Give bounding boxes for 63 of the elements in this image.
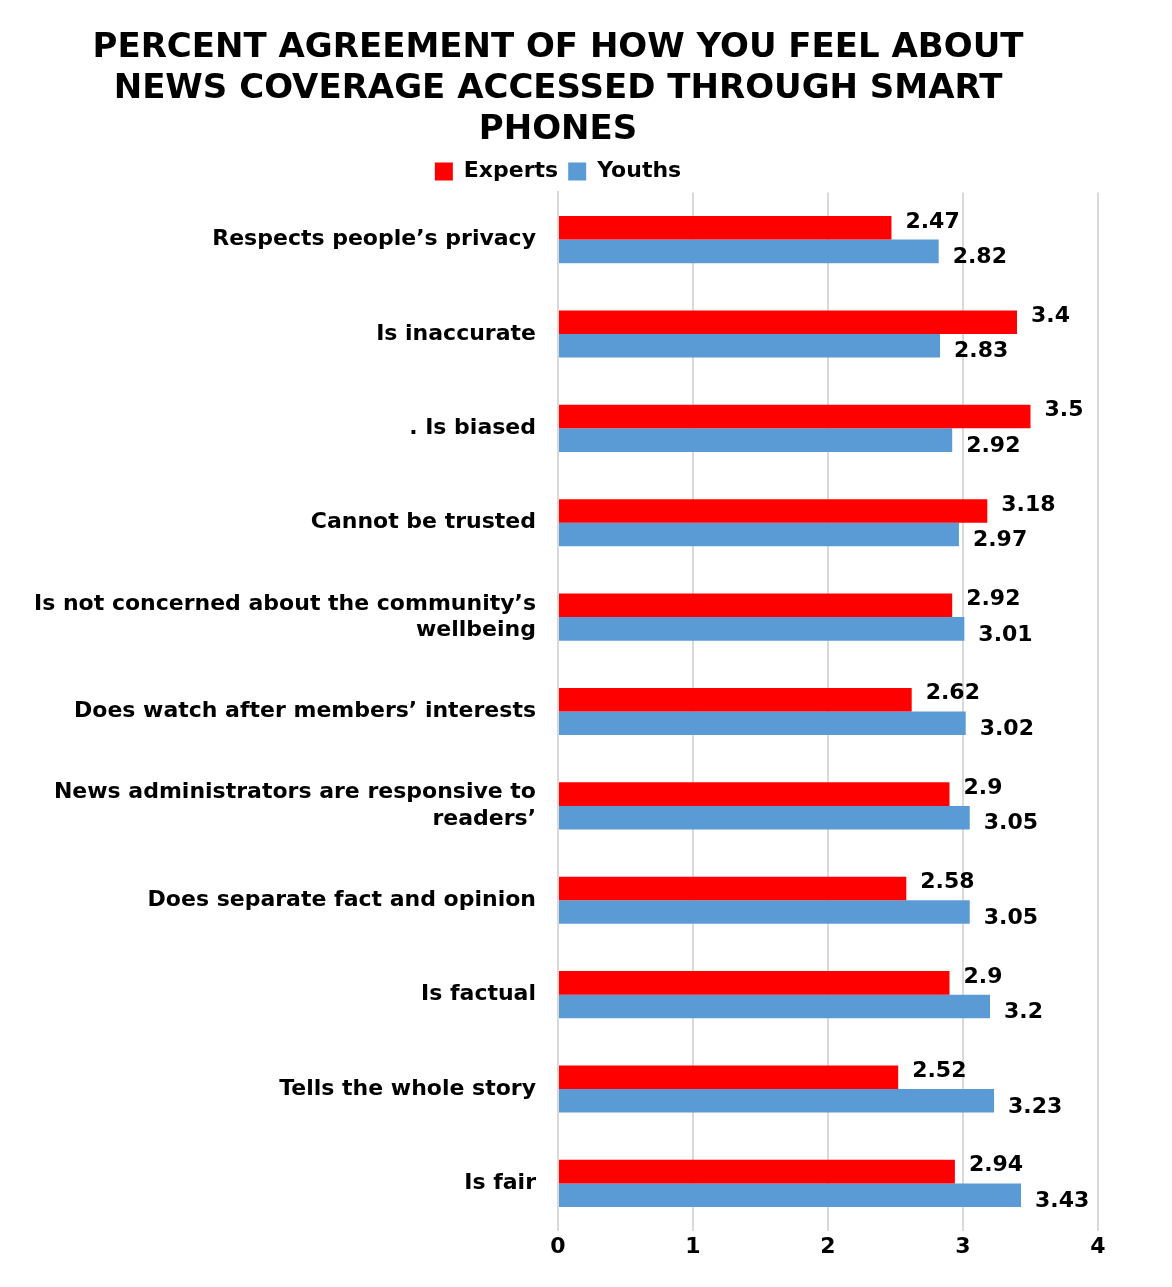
bar — [559, 1089, 995, 1113]
data-label: 2.83 — [954, 337, 1009, 363]
bar — [559, 522, 959, 547]
data-label: 3.01 — [978, 620, 1033, 646]
y-tick-label: Is fair — [464, 1169, 537, 1195]
data-label: 2.58 — [920, 868, 975, 894]
data-label: 2.97 — [972, 526, 1028, 552]
data-label: 2.62 — [925, 679, 980, 705]
bar — [559, 687, 912, 712]
bar — [559, 900, 970, 924]
data-label: 3.18 — [1001, 490, 1056, 516]
data-label: 3.05 — [983, 903, 1039, 929]
data-label: 2.92 — [966, 431, 1021, 457]
y-tick-label: Cannot be trusted — [310, 508, 536, 534]
y-tick-label: Does watch after members’ interests — [74, 697, 536, 723]
x-tick-label: 2 — [820, 1232, 836, 1258]
data-label: 3.2 — [1004, 998, 1043, 1024]
y-tick-label: News administrators are responsive to readers’ — [53, 778, 536, 830]
y-tick-label: . Is biased — [409, 414, 536, 440]
data-label: 3.05 — [983, 809, 1039, 835]
bar — [559, 1159, 955, 1184]
data-label: 2.9 — [963, 962, 1003, 988]
data-label: 2.47 — [905, 207, 960, 233]
bar — [559, 1065, 899, 1090]
y-tick-label: Is not concerned about the community’s wellbeing — [34, 589, 536, 642]
legend-label: Experts — [463, 157, 559, 183]
y-tick-label: Is factual — [421, 980, 536, 1006]
x-tick-label: 4 — [1090, 1232, 1106, 1258]
chart-title: PERCENT AGREEMENT OF HOW YOU FEEL ABOUT NEWS COVERAGE ACCESSED THROUGH SMART PHONES — [92, 25, 1025, 147]
y-tick-label: Does separate fact and opinion — [147, 885, 536, 911]
bar — [559, 404, 1031, 429]
bar — [559, 876, 907, 901]
bar — [559, 499, 988, 523]
bar — [559, 805, 970, 830]
legend-label: Youths — [596, 157, 682, 183]
data-label: 3.43 — [1035, 1186, 1090, 1212]
data-label: 2.92 — [966, 585, 1021, 611]
x-tick-label: 1 — [685, 1232, 701, 1258]
bar — [559, 971, 950, 995]
bar — [559, 994, 990, 1019]
bar — [559, 239, 939, 264]
y-tick-label: Is inaccurate — [376, 319, 536, 345]
y-tick-label: Respects people’s privacy — [212, 225, 536, 251]
x-tick-label: 0 — [550, 1232, 566, 1258]
bar — [559, 216, 892, 240]
bar — [559, 1183, 1022, 1208]
y-tick-label: Tells the whole story — [279, 1074, 536, 1100]
data-label: 3.5 — [1044, 396, 1084, 422]
data-label: 2.9 — [963, 773, 1003, 799]
bar — [559, 711, 966, 736]
bar — [559, 333, 941, 358]
data-label: 3.02 — [979, 715, 1034, 741]
bar — [559, 428, 953, 452]
data-label: 2.94 — [968, 1151, 1024, 1177]
bar — [559, 310, 1017, 334]
data-label: 2.52 — [912, 1056, 967, 1082]
bar — [559, 593, 953, 618]
data-label: 3.4 — [1031, 301, 1070, 327]
data-label: 3.23 — [1008, 1092, 1063, 1118]
data-label: 2.82 — [952, 243, 1007, 269]
bar — [559, 782, 950, 806]
bar — [559, 617, 965, 641]
x-tick-label: 3 — [955, 1232, 971, 1258]
